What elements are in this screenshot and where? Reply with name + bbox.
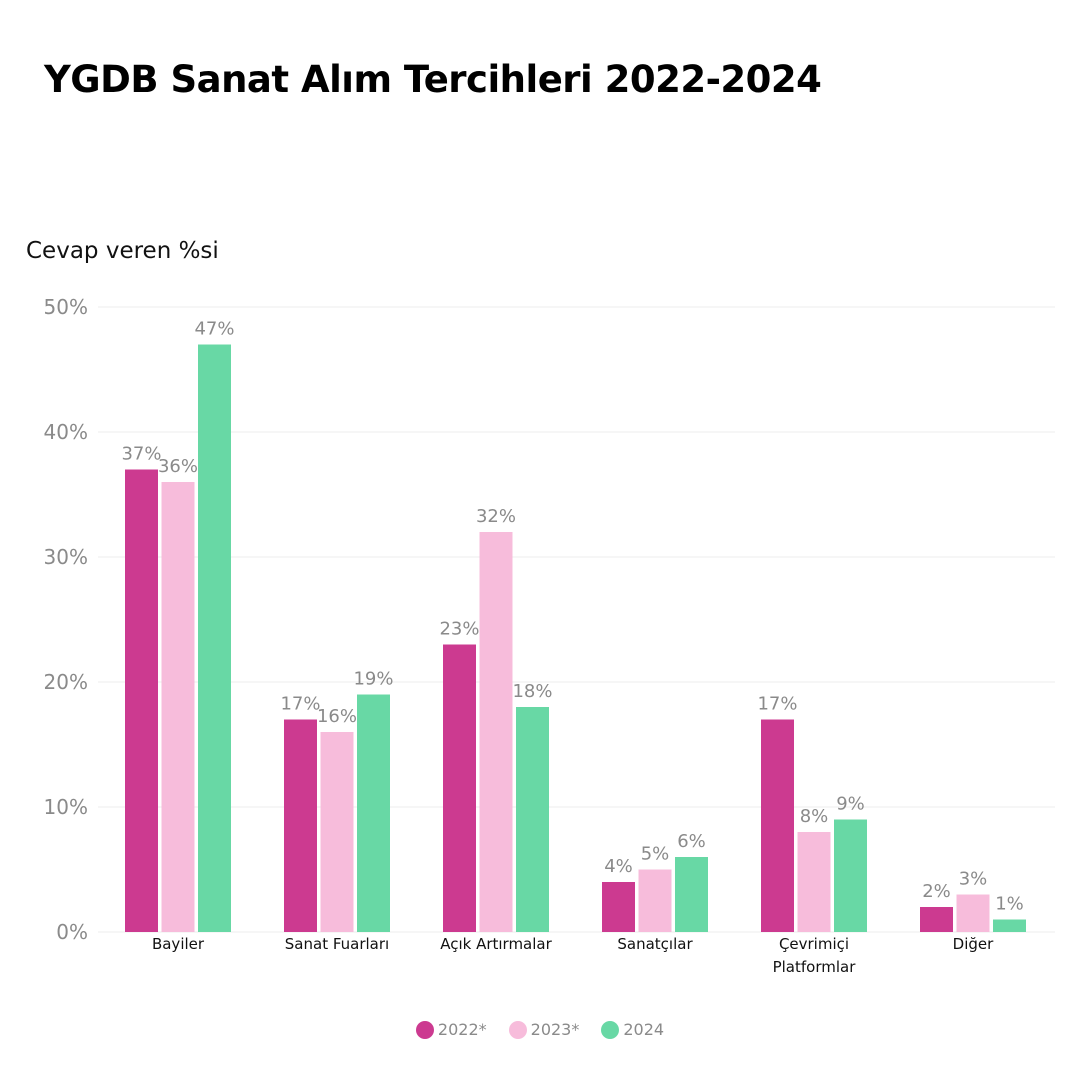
bar-value-label: 6% xyxy=(677,831,706,852)
bar xyxy=(675,857,708,932)
bar xyxy=(920,907,953,932)
bar-value-label: 18% xyxy=(512,681,552,702)
legend-item-2023: 2023* xyxy=(508,1020,580,1039)
chart-title: YGDB Sanat Alım Tercihleri 2022-2024 xyxy=(44,58,822,101)
bar-value-label: 23% xyxy=(439,619,479,640)
legend-swatch-2024 xyxy=(601,1020,620,1039)
legend-swatch-2022 xyxy=(415,1020,434,1039)
legend-label-2022: 2022* xyxy=(437,1020,487,1039)
bar-value-label: 36% xyxy=(158,456,198,477)
legend-label-2023: 2023* xyxy=(530,1020,580,1039)
bar-value-label: 17% xyxy=(280,694,320,715)
y-axis-label: Cevap veren %si xyxy=(26,238,219,264)
legend-swatch-2023 xyxy=(508,1020,527,1039)
bar xyxy=(479,532,513,932)
bar-value-label: 19% xyxy=(353,669,393,690)
bar-value-label: 37% xyxy=(121,444,161,465)
legend-item-2024: 2024 xyxy=(601,1020,664,1039)
legend: 2022* 2023* 2024 xyxy=(0,1020,1080,1039)
bar-value-label: 3% xyxy=(959,869,988,890)
bar xyxy=(443,644,476,932)
bar xyxy=(125,469,158,932)
y-tick-label: 40% xyxy=(44,420,88,444)
x-category-label: Çevrimiçi xyxy=(779,935,849,953)
bar xyxy=(834,819,867,932)
bar xyxy=(161,482,195,932)
bar xyxy=(956,894,990,932)
bar-value-label: 8% xyxy=(800,806,829,827)
y-tick-label: 20% xyxy=(44,670,88,694)
bar-value-label: 5% xyxy=(641,844,670,865)
legend-label-2024: 2024 xyxy=(623,1020,665,1039)
y-tick-label: 30% xyxy=(44,545,88,569)
x-category-label: Diğer xyxy=(953,935,994,953)
y-tick-label: 50% xyxy=(44,295,88,319)
bar-value-label: 1% xyxy=(995,894,1024,915)
x-category-label: Bayiler xyxy=(152,935,205,953)
bar xyxy=(357,694,390,932)
bar-value-label: 9% xyxy=(836,794,865,815)
bar xyxy=(320,732,354,932)
y-tick-label: 10% xyxy=(44,795,88,819)
x-category-label: Sanatçılar xyxy=(617,935,693,953)
bar xyxy=(198,344,231,932)
x-category-label: Açık Artırmalar xyxy=(440,935,552,953)
bar xyxy=(516,707,549,932)
x-category-label: Sanat Fuarları xyxy=(285,935,389,953)
bar-value-label: 17% xyxy=(757,694,797,715)
bar xyxy=(638,869,672,932)
bar-value-label: 16% xyxy=(317,706,357,727)
bar-value-label: 4% xyxy=(604,856,633,877)
bar-value-label: 2% xyxy=(922,881,951,902)
y-tick-label: 0% xyxy=(56,920,88,944)
bar xyxy=(761,719,794,932)
bar-chart: 0% 10% 20% 30% 40% 50% 37% 17% 23% 4% 17% 2% 36% 16% 3… xyxy=(44,295,1055,976)
bar xyxy=(797,832,831,932)
bar xyxy=(602,882,635,932)
bar xyxy=(993,919,1026,932)
bar xyxy=(284,719,317,932)
bar-value-label: 47% xyxy=(194,319,234,340)
x-category-label: Platformlar xyxy=(773,958,857,976)
bar-value-label: 32% xyxy=(476,506,516,527)
legend-item-2022: 2022* xyxy=(415,1020,487,1039)
